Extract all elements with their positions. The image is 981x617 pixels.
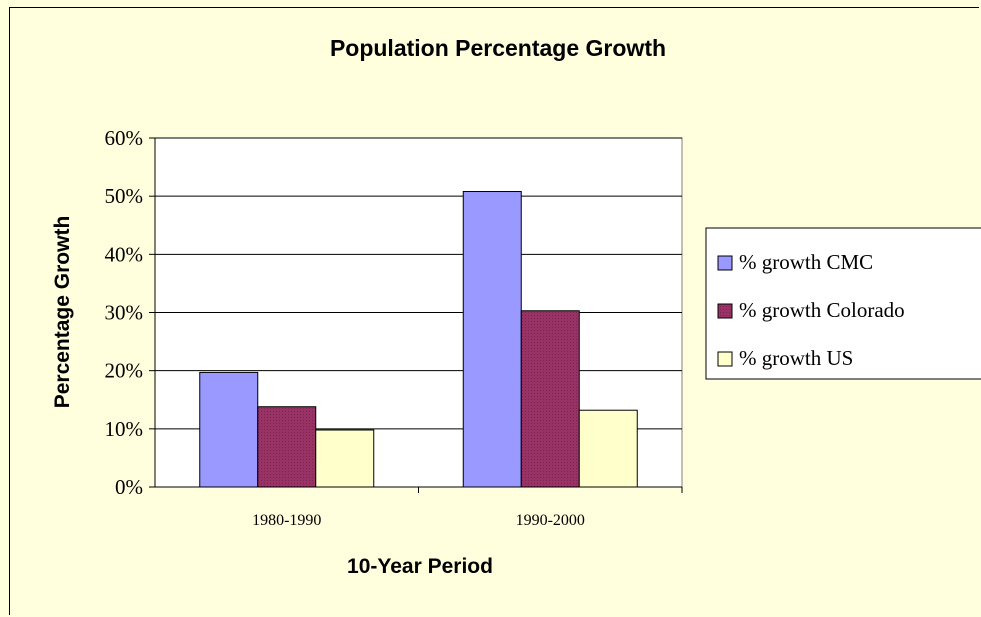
x-axis-categories: 1980-1990 1990-2000 <box>252 487 683 529</box>
x-category-label: 1990-2000 <box>516 512 585 529</box>
legend-swatch <box>717 351 733 367</box>
y-tick-label: 60% <box>105 126 144 150</box>
y-tick-label: 50% <box>105 184 144 208</box>
legend-label: % growth CMC <box>739 250 873 274</box>
chart-title: Population Percentage Growth <box>330 35 666 61</box>
x-category-label: 1980-1990 <box>252 512 321 529</box>
bar <box>578 409 638 488</box>
y-tick-label: 10% <box>105 417 144 441</box>
legend-box <box>705 227 981 380</box>
legend-label: % growth US <box>739 346 853 370</box>
bar <box>257 406 317 488</box>
bar <box>199 371 259 488</box>
bar <box>462 191 522 488</box>
y-axis-ticks: 0% 10% 20% 30% 40% 50% 60% <box>105 126 155 499</box>
legend: % growth CMC % growth Colorado % growth US <box>705 227 981 380</box>
bar <box>520 310 580 488</box>
y-tick-label: 20% <box>105 359 144 383</box>
legend-swatch <box>717 303 733 319</box>
bars <box>199 191 638 488</box>
legend-label: % growth Colorado <box>739 298 905 322</box>
legend-swatch <box>717 255 733 271</box>
y-axis-title: Percentage Growth <box>51 216 74 409</box>
x-axis-title: 10-Year Period <box>347 555 493 578</box>
y-tick-label: 40% <box>105 242 144 266</box>
bar <box>315 429 375 488</box>
y-tick-label: 0% <box>115 475 143 499</box>
y-tick-label: 30% <box>105 301 144 325</box>
chart-frame <box>9 7 979 615</box>
